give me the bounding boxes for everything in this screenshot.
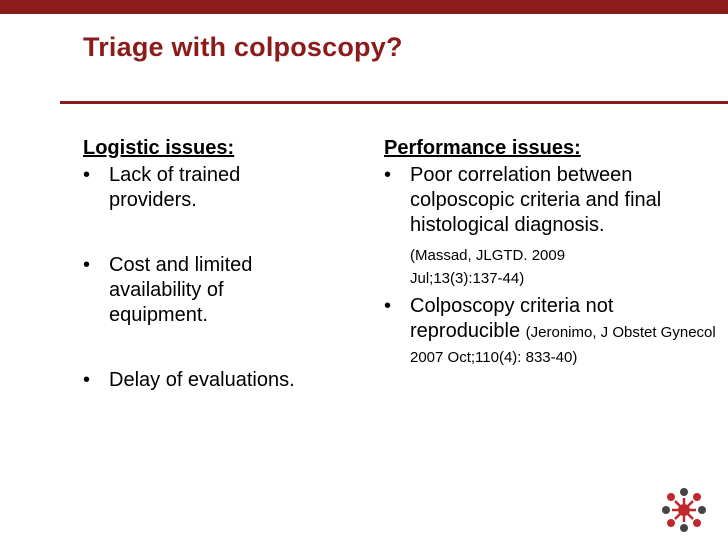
logo-dot <box>693 493 701 501</box>
list-item: • Poor correlation between colposcopic c… <box>384 163 715 238</box>
logo-dot <box>680 524 688 532</box>
list-item-text: Cost and limited availability of equipme… <box>109 254 253 326</box>
bullet: • <box>83 369 91 391</box>
logo-dot <box>680 488 688 496</box>
logo-spokes <box>672 498 696 522</box>
list-item: • Lack of trained providers. <box>83 163 299 213</box>
citation: (Jeronimo, J Obstet Gynecol 2007 Oct;110… <box>410 324 716 366</box>
organization-logo-icon <box>662 488 706 532</box>
logo-dot <box>662 506 670 514</box>
performance-issues-column: Performance issues: • Poor correlation b… <box>384 136 719 369</box>
list-item: • Colposcopy criteria not reproducible (… <box>384 294 720 369</box>
performance-issues-heading: Performance issues: <box>384 137 581 159</box>
list-item-text: Colposcopy criteria not reproducible <box>410 295 614 342</box>
bullet: • <box>384 164 392 186</box>
bullet: • <box>83 164 91 186</box>
list-item-text: Poor correlation between colposcopic cri… <box>410 164 662 236</box>
logo-dot <box>693 519 701 527</box>
top-accent-bar <box>0 0 728 14</box>
bullet: • <box>83 254 91 276</box>
title-divider <box>60 101 728 104</box>
list-item-text: Delay of evaluations. <box>109 369 295 391</box>
list-item: • Cost and limited availability of equip… <box>83 253 309 328</box>
bullet: • <box>384 295 392 317</box>
logo-dot <box>698 506 706 514</box>
slide-title: Triage with colposcopy? <box>83 32 403 62</box>
list-item: • Delay of evaluations. <box>83 368 379 393</box>
logo-center <box>678 504 690 516</box>
logo-dot <box>667 519 675 527</box>
list-item-text: Lack of trained providers. <box>109 164 241 211</box>
logistic-issues-column: Logistic issues: • Lack of trained provi… <box>83 136 368 393</box>
logistic-issues-heading: Logistic issues: <box>83 137 235 159</box>
logo-dot <box>667 493 675 501</box>
citation: (Massad, JLGTD. 2009 Jul;13(3):137-44) <box>410 247 566 287</box>
